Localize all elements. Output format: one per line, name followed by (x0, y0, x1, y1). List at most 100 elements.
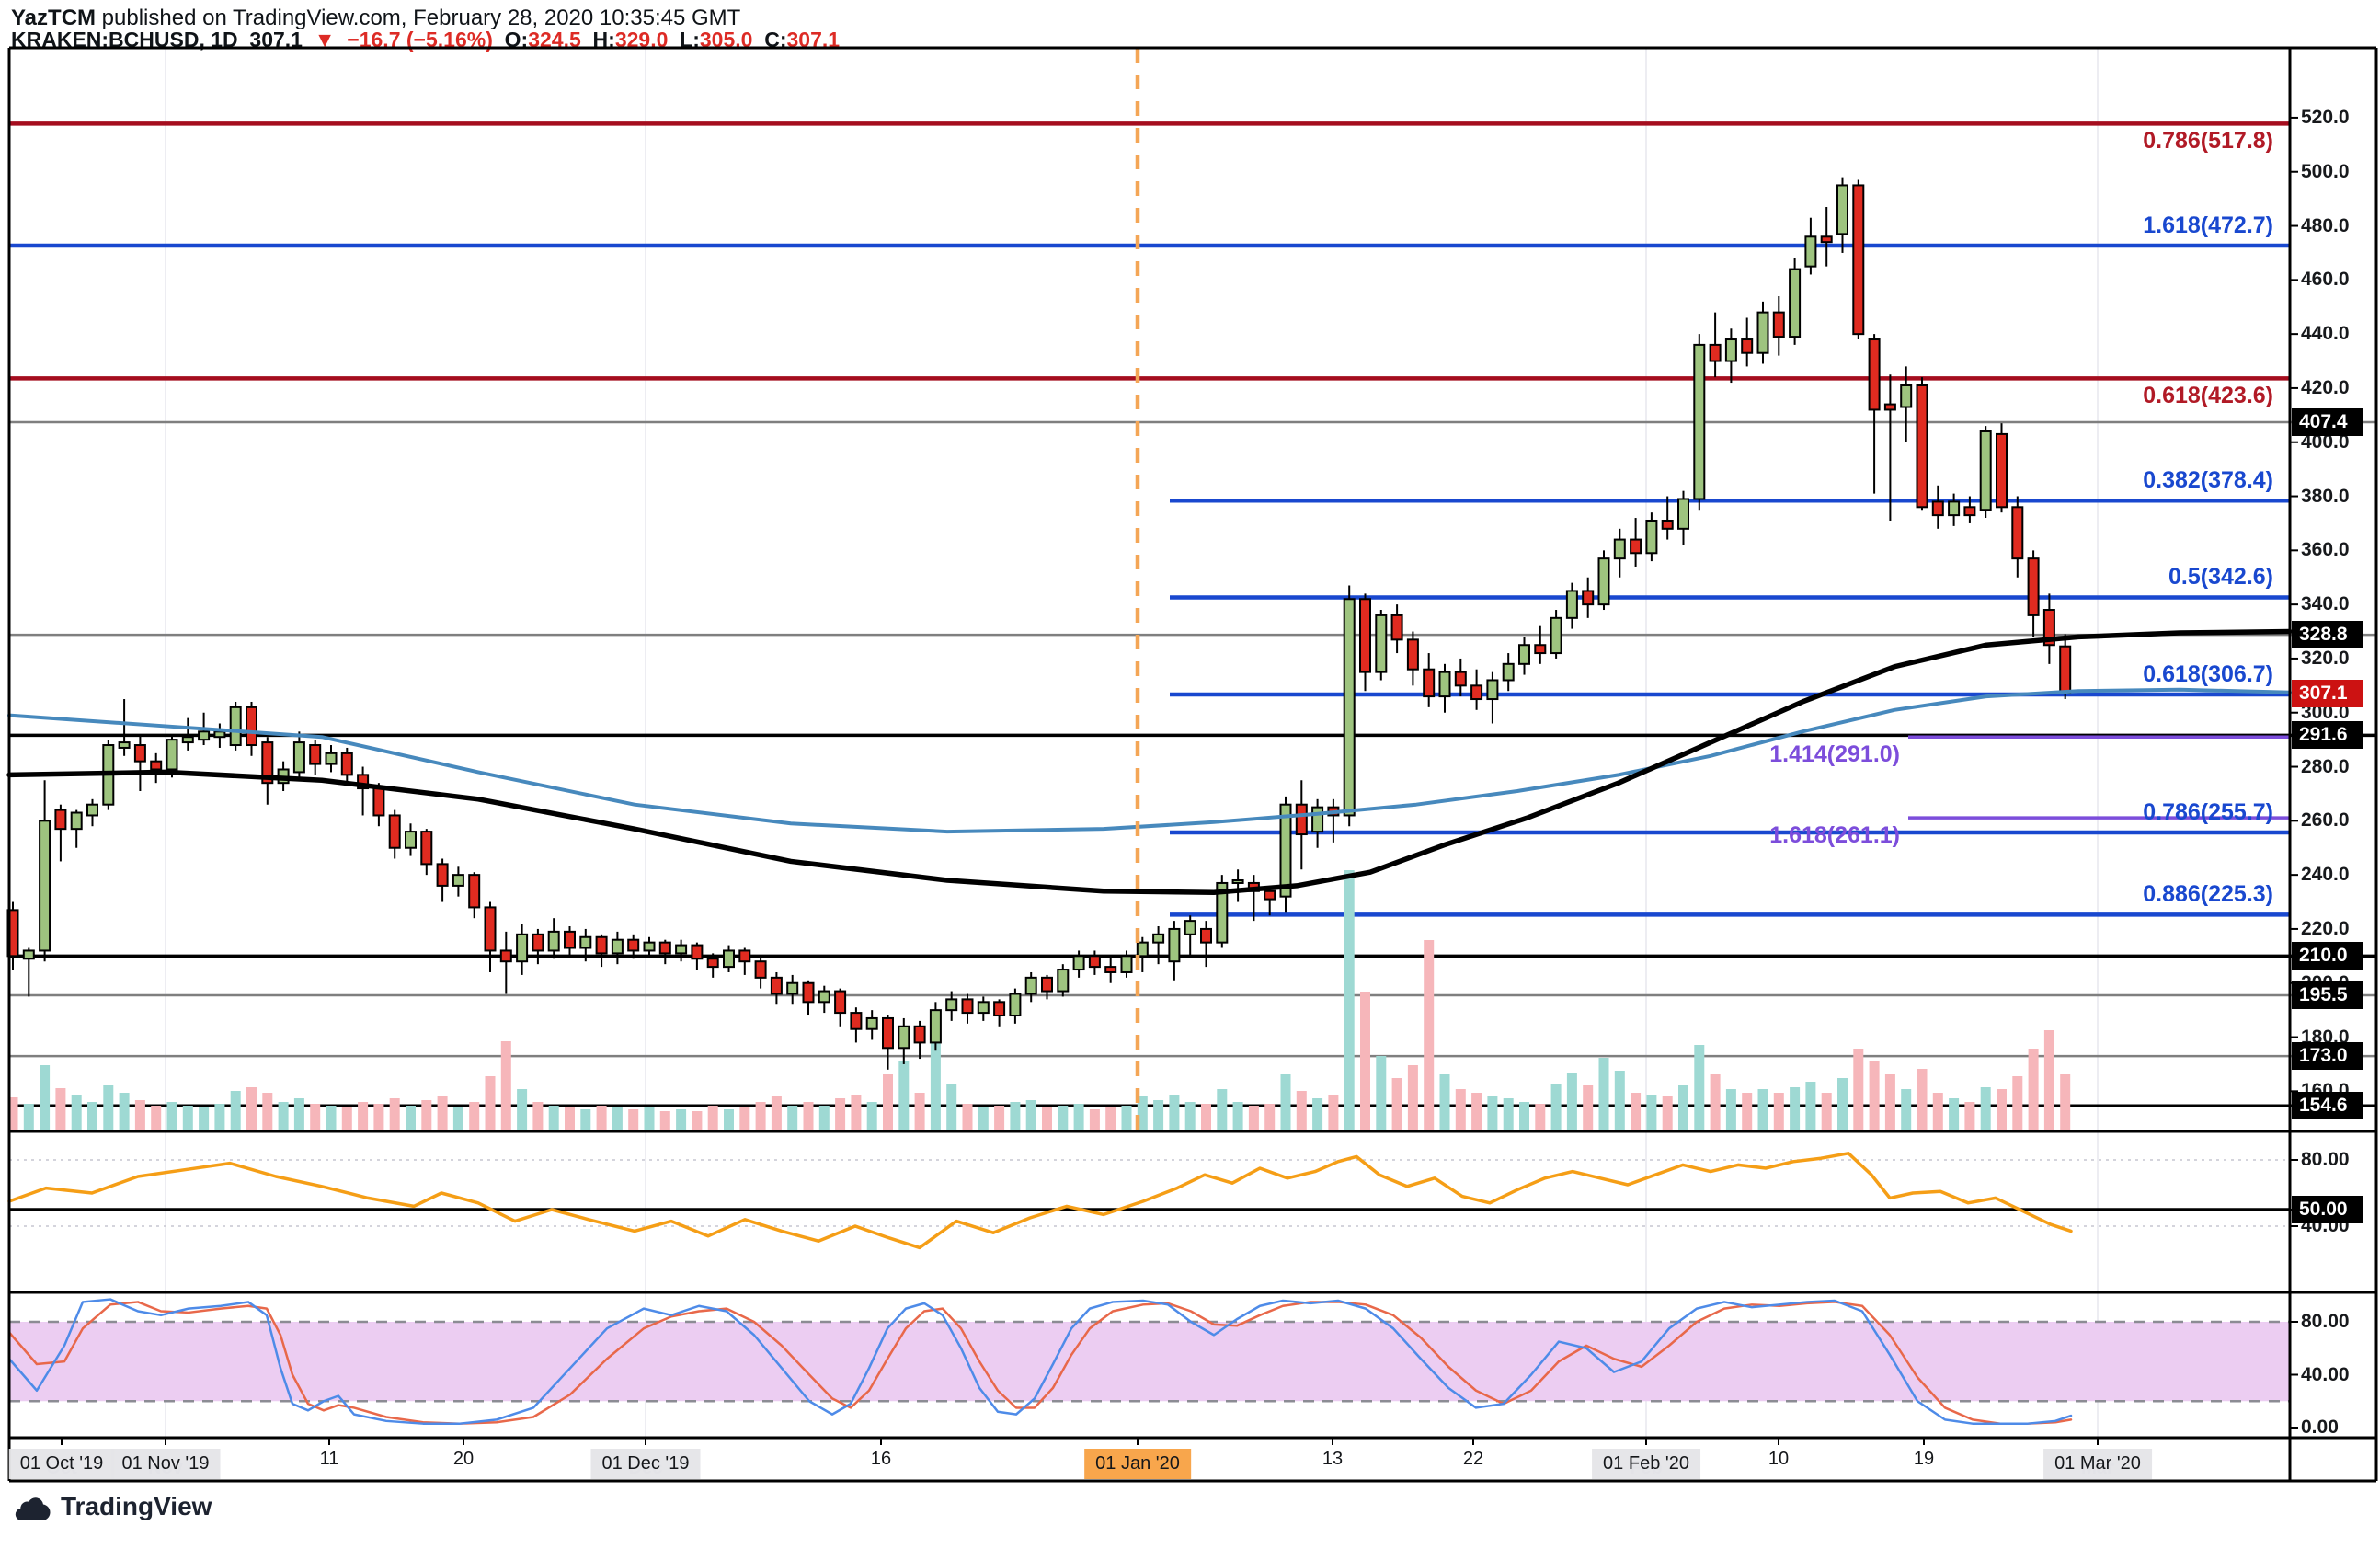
volume-bar (1535, 1104, 1546, 1130)
candle-body (1804, 235, 1817, 268)
volume-bar (883, 1074, 893, 1130)
volume-bar (1201, 1104, 1211, 1130)
volume-bar (1376, 1056, 1387, 1130)
down-arrow-icon: ▼ (314, 28, 336, 52)
volume-bar (1964, 1102, 1975, 1130)
candle-body (1295, 803, 1308, 836)
candle-body (643, 941, 656, 952)
tradingview-logo[interactable]: TradingView (13, 1492, 212, 1521)
candle-body (2011, 506, 2024, 560)
stoch-tick-label: 80.00 (2301, 1311, 2350, 1332)
stoch-band (9, 1322, 2290, 1402)
volume-bar (1519, 1102, 1529, 1130)
candle-body (420, 831, 433, 866)
candle-body (181, 736, 194, 744)
time-label-16: 16 (870, 1449, 892, 1469)
volume-bar (358, 1102, 369, 1130)
volume-bar (692, 1111, 703, 1130)
volume-bar (373, 1104, 384, 1130)
volume-bar (1264, 1104, 1276, 1130)
candle-body (1438, 671, 1451, 698)
price-tick-label: 460.0 (2301, 269, 2350, 291)
volume-bar (978, 1107, 989, 1130)
volume-bar (994, 1106, 1005, 1130)
volume-bar (2043, 1030, 2054, 1130)
candle-body (1009, 993, 1022, 1017)
volume-bar (1773, 1093, 1784, 1130)
volume-bar (1439, 1074, 1450, 1130)
time-label-20: 20 (452, 1449, 475, 1469)
candle-body (499, 949, 512, 963)
time-label-01-Nov-19: 01 Nov '19 (110, 1449, 221, 1479)
candle-body (1359, 598, 1371, 673)
candle-body (1565, 590, 1578, 619)
price-tick-label: 280.0 (2301, 755, 2350, 777)
candle-body (357, 774, 370, 790)
volume-bar (1980, 1087, 1991, 1130)
volume-bar (517, 1089, 528, 1130)
candle-body (325, 752, 338, 765)
candle-body (1772, 311, 1785, 338)
volume-bar (151, 1106, 162, 1130)
time-label-01-Oct-19: 01 Oct '19 (8, 1449, 115, 1479)
candle-body (1152, 933, 1165, 944)
volume-bar (866, 1102, 877, 1130)
volume-bar (676, 1109, 687, 1130)
volume-bar (707, 1106, 718, 1130)
ma-fast-line (7, 687, 2292, 834)
price-tick-label: 320.0 (2301, 647, 2350, 669)
candle-body (818, 990, 830, 1004)
volume-bar (659, 1111, 670, 1130)
volume-bar (2060, 1074, 2071, 1130)
volume-bar (1503, 1098, 1514, 1130)
candle-body (1948, 500, 1961, 517)
candle-body (39, 820, 51, 952)
stoch-d-line (7, 1301, 2073, 1425)
volume-bar (1280, 1074, 1291, 1130)
candle-body (1613, 538, 1626, 560)
price-tick-label: 420.0 (2301, 376, 2350, 398)
cloud-icon (15, 1497, 51, 1520)
candle-body (133, 744, 146, 763)
fib-label-0.786(517.8): 0.786(517.8) (2143, 128, 2273, 155)
low-label: L: (680, 28, 700, 52)
volume-bar (1583, 1085, 1594, 1130)
candle-body (675, 944, 688, 955)
candle-body (1645, 519, 1658, 555)
volume-bar (1137, 1096, 1148, 1130)
volume-bar (1042, 1107, 1052, 1130)
volume-bar (803, 1102, 814, 1130)
time-label-10: 10 (1768, 1449, 1790, 1469)
volume-bar (500, 1041, 511, 1130)
volume-bar (2028, 1049, 2039, 1130)
volume-bar (628, 1109, 639, 1130)
volume-bar (1312, 1098, 1323, 1130)
candle-body (1264, 889, 1276, 901)
price-badge-328.8: 328.8 (2292, 621, 2363, 649)
volume-bar (1487, 1096, 1498, 1130)
candle-body (484, 906, 497, 952)
candle-body (22, 949, 35, 960)
volume-bar (7, 1097, 18, 1130)
candle-body (516, 933, 529, 963)
candle-body (2027, 557, 2040, 616)
volume-bar (182, 1106, 193, 1130)
volume-bar (1407, 1065, 1418, 1130)
price-badge-407.4: 407.4 (2292, 407, 2363, 436)
volume-bar (612, 1107, 623, 1130)
rsi-line (7, 1152, 2073, 1250)
volume-bar (485, 1076, 496, 1130)
candle-body (1789, 268, 1802, 338)
volume-bar (1757, 1089, 1768, 1130)
candle-body (1231, 878, 1244, 884)
candle-body (1661, 519, 1674, 530)
volume-bar (946, 1084, 957, 1130)
candle-body (452, 874, 464, 887)
candle-body (882, 1016, 894, 1050)
volume-bar (1169, 1095, 1180, 1130)
candle-body (1996, 432, 2008, 509)
price-tick-label: 220.0 (2301, 917, 2350, 939)
price-tick-label: 440.0 (2301, 323, 2350, 345)
candle-body (1916, 384, 1928, 509)
